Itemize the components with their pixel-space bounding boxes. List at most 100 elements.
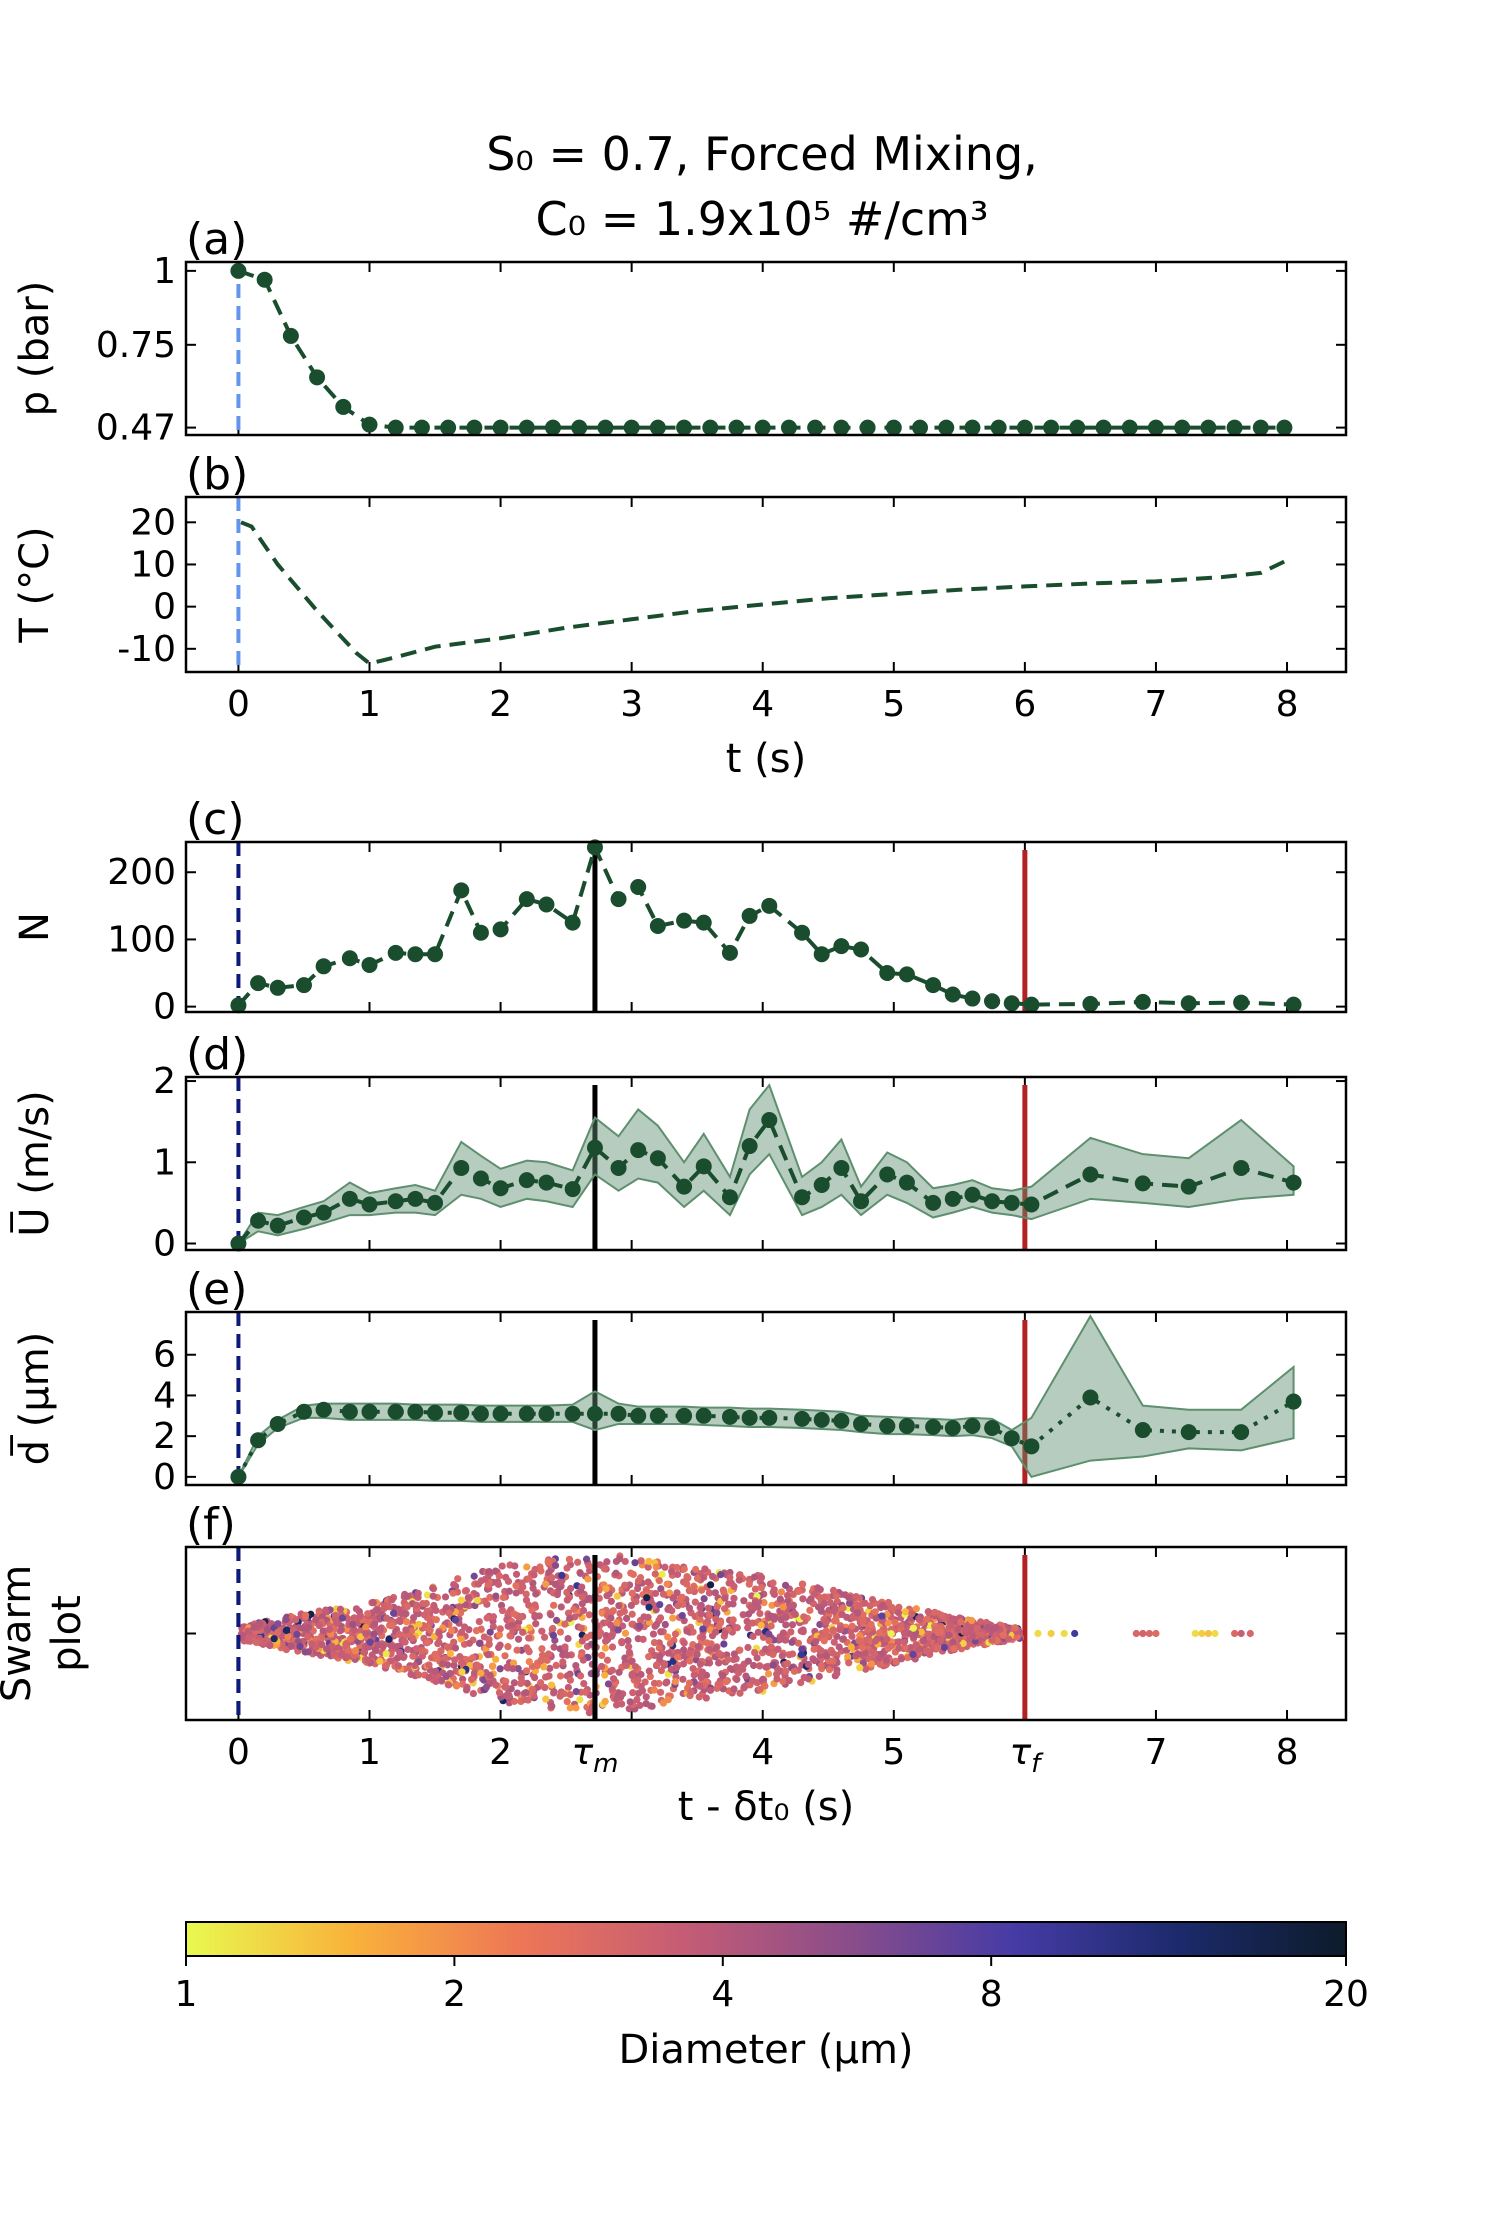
data-point [250, 1432, 267, 1449]
swarm-point [583, 1633, 591, 1641]
swarm-point [596, 1561, 604, 1569]
swarm-point [607, 1632, 616, 1640]
swarm-point [852, 1593, 860, 1601]
swarm-point [862, 1665, 870, 1673]
swarm-point [437, 1676, 445, 1684]
data-point [964, 990, 981, 1007]
swarm-point [770, 1588, 778, 1596]
swarm-point [625, 1643, 633, 1651]
swarm-point [765, 1630, 773, 1638]
data-point [780, 419, 797, 436]
swarm-point [523, 1563, 531, 1571]
swarm-point [799, 1628, 807, 1636]
data-point [230, 997, 247, 1014]
swarm-point [912, 1641, 920, 1649]
swarm-point [418, 1647, 426, 1655]
data-point [964, 1417, 981, 1434]
swarm-point [730, 1650, 738, 1658]
swarm-point [640, 1613, 648, 1621]
data-point [1233, 1424, 1250, 1441]
swarm-point [457, 1659, 466, 1667]
panel-a: (a) p (bar) 1 0.75 0.47 [12, 214, 1348, 449]
data-point [1023, 1438, 1040, 1455]
swarm-point [505, 1587, 513, 1595]
swarm-point [382, 1650, 390, 1658]
swarm-point [458, 1668, 466, 1676]
swarm-point [655, 1576, 663, 1585]
swarm-point [332, 1619, 341, 1627]
swarm-point [907, 1643, 915, 1652]
swarm-point [403, 1592, 412, 1601]
swarm-point [854, 1650, 862, 1658]
swarm-point [366, 1638, 374, 1646]
swarm-point [795, 1587, 803, 1595]
swarm-point [603, 1592, 611, 1600]
data-point [564, 914, 581, 931]
swarm-point [864, 1626, 872, 1634]
swarm-point [519, 1628, 527, 1636]
swarm-point [608, 1643, 617, 1651]
swarm-point [559, 1690, 568, 1698]
swarm-point [376, 1657, 384, 1665]
swarm-point [552, 1580, 560, 1588]
swarm-point [552, 1661, 560, 1670]
swarm-point [414, 1589, 422, 1597]
swarm-point [656, 1614, 665, 1622]
swarm-point [689, 1664, 697, 1673]
swarm-point [651, 1589, 660, 1598]
y-tick-label: 2 [153, 1416, 176, 1457]
data-point [256, 271, 273, 288]
data-point [230, 1235, 247, 1252]
swarm-point [543, 1656, 551, 1664]
swarm-point [325, 1625, 334, 1633]
swarm-point [900, 1638, 908, 1646]
swarm-point [783, 1659, 792, 1668]
swarm-point [642, 1699, 650, 1708]
swarm-point [364, 1656, 372, 1664]
swarm-point [903, 1653, 912, 1662]
swarm-point [624, 1637, 632, 1645]
swarm-point [256, 1620, 264, 1628]
swarm-point [730, 1594, 738, 1602]
swarm-point [579, 1606, 588, 1615]
data-point [813, 946, 830, 963]
data-point [879, 1166, 896, 1183]
swarm-point [845, 1599, 854, 1607]
swarm-point [422, 1599, 430, 1608]
swarm-point [282, 1615, 290, 1624]
data-point [853, 1193, 870, 1210]
swarm-point [838, 1610, 846, 1619]
y-tick-label: 2 [153, 1061, 176, 1102]
swarm-point [1191, 1629, 1199, 1638]
swarm-point [430, 1601, 438, 1610]
swarm-point [445, 1609, 453, 1617]
data-point [925, 1418, 942, 1435]
swarm-point [357, 1633, 365, 1641]
swarm-point [679, 1675, 687, 1683]
swarm-point [596, 1629, 605, 1637]
x-tick-label: 5 [882, 1732, 905, 1773]
swarm-point [959, 1639, 967, 1648]
swarm-point [387, 1642, 396, 1650]
x-axis-label: t - δt₀ (s) [678, 1784, 855, 1830]
data-point [853, 941, 870, 958]
y-tick-label: 10 [130, 544, 176, 585]
swarm-point [678, 1611, 686, 1620]
swarm-point [489, 1662, 497, 1670]
swarm-point [797, 1679, 805, 1687]
data-point [885, 419, 902, 436]
swarm-point [513, 1646, 521, 1654]
swarm-point [489, 1613, 498, 1621]
swarm-point [721, 1605, 729, 1613]
swarm-point [394, 1662, 403, 1670]
swarm-point [397, 1609, 406, 1618]
swarm-point [344, 1646, 353, 1654]
swarm-point [680, 1565, 688, 1573]
swarm-point [537, 1567, 545, 1575]
data-point [990, 419, 1007, 436]
x-tick-label: 3 [620, 684, 643, 725]
swarm-point [730, 1685, 738, 1693]
swarm-point [968, 1616, 976, 1625]
swarm-point [849, 1614, 857, 1622]
